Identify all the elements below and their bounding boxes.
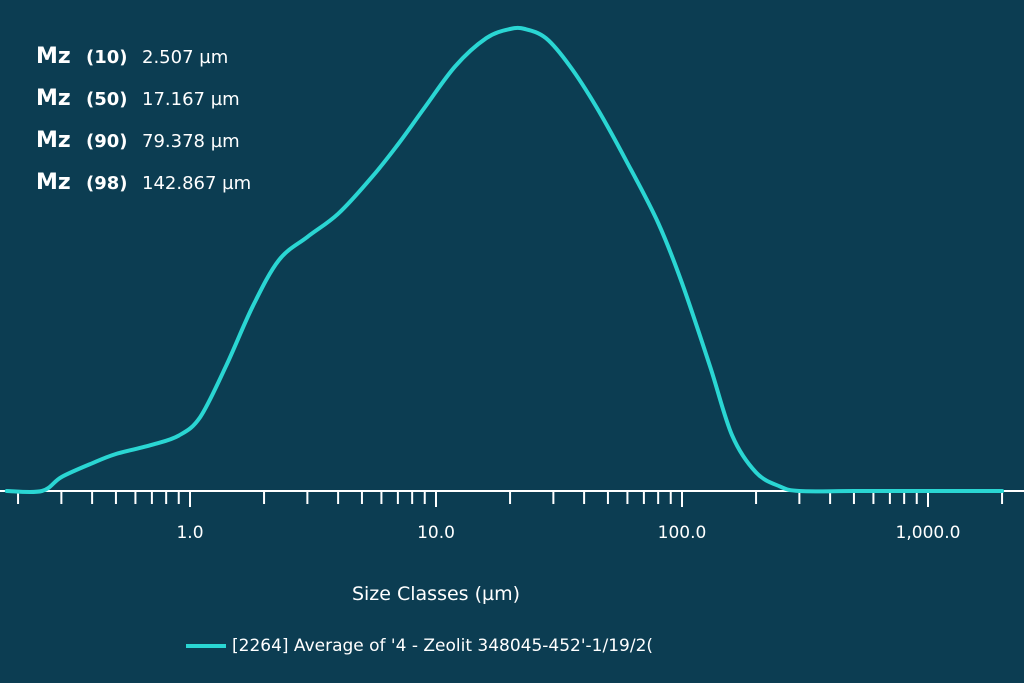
stat-row-mz10: Mz (10) 2.507 µm xyxy=(36,44,251,86)
legend-label: [2264] Average of '4 - Zeolit 348045-452… xyxy=(232,636,654,656)
x-tick-label: 1.0 xyxy=(176,523,203,543)
stat-row-mz50: Mz (50) 17.167 µm xyxy=(36,86,251,128)
stat-label: Mz xyxy=(36,128,71,153)
x-axis-label: Size Classes (µm) xyxy=(352,583,520,605)
stat-row-mz90: Mz (90) 79.378 µm xyxy=(36,128,251,170)
stat-label: Mz xyxy=(36,44,71,69)
x-tick-label: 100.0 xyxy=(658,523,707,543)
legend: [2264] Average of '4 - Zeolit 348045-452… xyxy=(186,636,706,656)
x-tick-label: 10.0 xyxy=(417,523,455,543)
stat-value: 17.167 µm xyxy=(142,89,240,110)
stat-value: 2.507 µm xyxy=(142,47,229,68)
stat-label: Mz xyxy=(36,86,71,111)
stat-value: 79.378 µm xyxy=(142,131,240,152)
stat-percentile: (90) xyxy=(86,131,128,152)
stat-percentile: (98) xyxy=(86,173,128,194)
stat-value: 142.867 µm xyxy=(142,173,252,194)
stat-row-mz98: Mz (98) 142.867 µm xyxy=(36,170,251,212)
legend-swatch xyxy=(186,644,226,648)
series-line xyxy=(4,25,1005,495)
minor-ticks xyxy=(17,491,1004,507)
stat-percentile: (10) xyxy=(86,47,128,68)
stat-label: Mz xyxy=(36,170,71,195)
stat-percentile: (50) xyxy=(86,89,128,110)
x-tick-label: 1,000.0 xyxy=(896,523,961,543)
statistics-panel: Mz (10) 2.507 µm Mz (50) 17.167 µm Mz (9… xyxy=(36,44,251,212)
tick-labels: 1.0 10.0 100.0 1,000.0 xyxy=(176,523,960,543)
